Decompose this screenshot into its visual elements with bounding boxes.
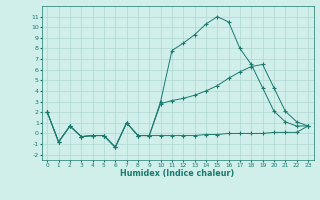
X-axis label: Humidex (Indice chaleur): Humidex (Indice chaleur) [120, 169, 235, 178]
